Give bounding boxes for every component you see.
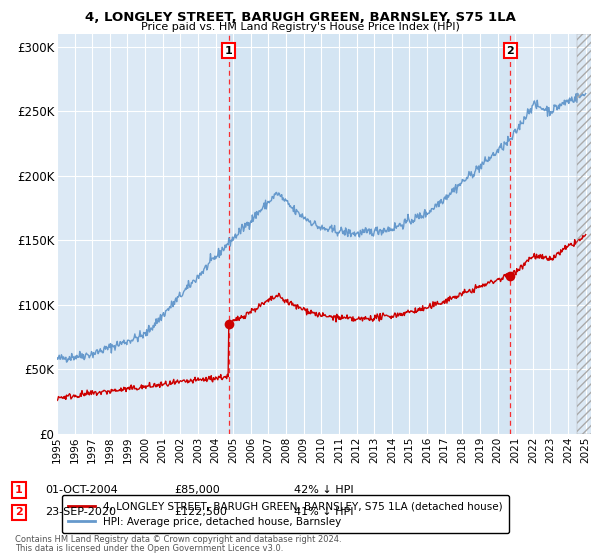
Bar xyxy=(229,34,510,434)
Text: 23-SEP-2020: 23-SEP-2020 xyxy=(45,507,116,517)
Text: Price paid vs. HM Land Registry's House Price Index (HPI): Price paid vs. HM Land Registry's House … xyxy=(140,22,460,32)
Bar xyxy=(577,34,600,434)
Text: 4, LONGLEY STREET, BARUGH GREEN, BARNSLEY, S75 1LA: 4, LONGLEY STREET, BARUGH GREEN, BARNSLE… xyxy=(85,11,515,24)
Text: 2: 2 xyxy=(15,507,23,517)
Legend: 4, LONGLEY STREET, BARUGH GREEN, BARNSLEY, S75 1LA (detached house), HPI: Averag: 4, LONGLEY STREET, BARUGH GREEN, BARNSLE… xyxy=(62,495,509,533)
Text: 42% ↓ HPI: 42% ↓ HPI xyxy=(294,485,353,495)
Text: Contains HM Land Registry data © Crown copyright and database right 2024.: Contains HM Land Registry data © Crown c… xyxy=(15,534,341,544)
Text: 1: 1 xyxy=(225,45,233,55)
Text: 2: 2 xyxy=(506,45,514,55)
Text: This data is licensed under the Open Government Licence v3.0.: This data is licensed under the Open Gov… xyxy=(15,544,283,553)
Text: 1: 1 xyxy=(15,485,23,495)
Text: 01-OCT-2004: 01-OCT-2004 xyxy=(45,485,118,495)
Text: £85,000: £85,000 xyxy=(174,485,220,495)
Text: 41% ↓ HPI: 41% ↓ HPI xyxy=(294,507,353,517)
Text: £122,500: £122,500 xyxy=(174,507,227,517)
